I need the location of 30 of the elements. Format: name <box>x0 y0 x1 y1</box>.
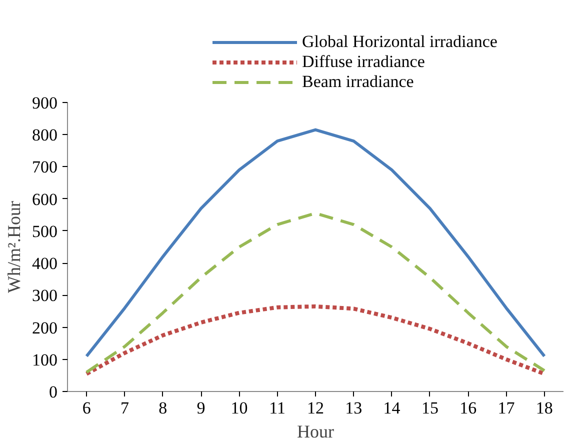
y-axis-title: Wh/m².Hour <box>4 201 24 293</box>
line-series <box>85 128 546 358</box>
x-tick-label: 10 <box>230 398 248 418</box>
legend-label: Beam irradiance <box>302 72 414 92</box>
x-tick-label: 18 <box>536 398 553 418</box>
y-tick-label: 700 <box>32 158 58 177</box>
x-tick-label: 6 <box>82 398 91 418</box>
x-tick-label: 11 <box>269 398 286 418</box>
y-tick-label: 800 <box>32 126 58 145</box>
x-tick-label: 7 <box>120 398 130 418</box>
x-axis-title: Hour <box>297 422 334 442</box>
x-tick-label: 17 <box>498 398 516 418</box>
x-tick-label: 13 <box>345 398 362 418</box>
x-tick-label: 16 <box>460 398 477 418</box>
line-series <box>85 212 546 374</box>
y-tick-label: 0 <box>49 382 58 402</box>
y-tick-label: 200 <box>32 318 58 338</box>
x-tick-label: 12 <box>307 398 324 418</box>
y-tick-label: 300 <box>32 286 58 306</box>
y-tick-label: 400 <box>32 254 58 274</box>
legend-label: Global Horizontal irradiance <box>302 32 498 52</box>
y-tick-label: 100 <box>32 350 58 370</box>
y-tick-label: 600 <box>32 190 58 209</box>
x-tick-label: 8 <box>158 398 168 418</box>
legend-label: Diffuse irradiance <box>302 52 425 72</box>
y-tick-label: 500 <box>32 222 58 241</box>
x-tick-label: 9 <box>196 398 206 418</box>
x-tick-label: 15 <box>421 398 438 418</box>
y-tick-label: 900 <box>32 94 58 112</box>
x-tick-label: 14 <box>383 398 401 418</box>
